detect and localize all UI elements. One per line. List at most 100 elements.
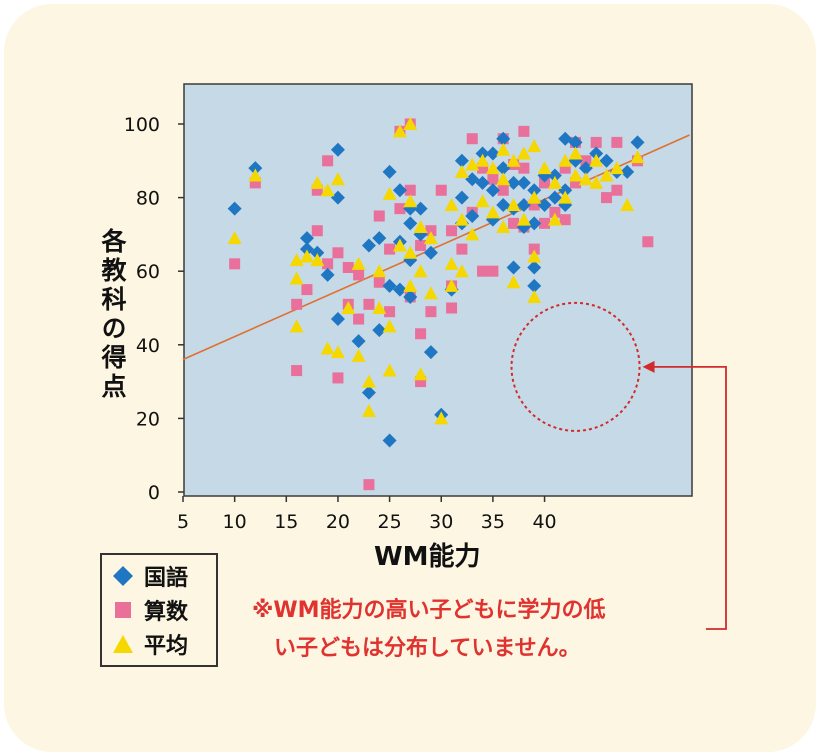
data-point-math xyxy=(384,306,396,318)
y-tick-label: 0 xyxy=(148,482,160,504)
triangle-icon xyxy=(113,635,133,653)
note-line-1: ※WM能力の高い子どもに学力の低 xyxy=(252,598,606,623)
data-point-average xyxy=(382,319,397,333)
data-point-japanese xyxy=(485,146,500,161)
data-point-average xyxy=(382,186,397,200)
data-point-average xyxy=(392,238,407,252)
data-point-average xyxy=(496,172,511,186)
data-point-average xyxy=(248,168,263,182)
data-point-japanese xyxy=(589,146,604,161)
y-tick-label: 40 xyxy=(136,335,160,357)
data-point-japanese xyxy=(454,190,469,205)
data-point-average xyxy=(382,363,397,377)
data-point-japanese xyxy=(465,172,480,187)
note-line-2: い子どもは分布していません。 xyxy=(274,636,581,661)
data-point-average xyxy=(578,172,593,186)
x-tick-label: 35 xyxy=(481,511,505,533)
data-point-japanese xyxy=(485,183,500,198)
data-point-average xyxy=(320,341,335,355)
x-tick-label: 5 xyxy=(177,511,189,533)
data-point-math xyxy=(528,243,540,255)
data-point-average xyxy=(330,345,345,359)
square-icon xyxy=(115,602,131,618)
data-point-math xyxy=(539,217,551,229)
data-point-average xyxy=(289,253,304,267)
data-point-japanese xyxy=(382,278,397,293)
data-point-math xyxy=(291,298,303,310)
data-point-math xyxy=(363,298,375,310)
legend-item-math: 算数 xyxy=(112,595,188,625)
data-point-japanese xyxy=(403,216,418,231)
data-point-math xyxy=(322,155,334,167)
x-tick-label: 20 xyxy=(326,511,350,533)
data-point-japanese xyxy=(403,289,418,304)
data-point-japanese xyxy=(506,260,521,275)
y-tick-label: 80 xyxy=(136,188,160,210)
data-point-japanese xyxy=(423,345,438,360)
data-point-average xyxy=(454,264,469,278)
data-point-math xyxy=(342,262,354,274)
data-point-average xyxy=(547,175,562,189)
data-point-average xyxy=(454,164,469,178)
data-point-average xyxy=(289,271,304,285)
data-point-japanese xyxy=(361,238,376,253)
data-point-math xyxy=(332,372,344,384)
data-point-japanese xyxy=(537,197,552,212)
data-point-math xyxy=(425,306,437,318)
data-point-average xyxy=(299,249,314,263)
y-tick-label: 100 xyxy=(124,114,160,136)
x-tick-label: 30 xyxy=(429,511,453,533)
data-point-math xyxy=(446,302,458,314)
data-point-japanese xyxy=(382,433,397,448)
data-point-average xyxy=(599,168,614,182)
data-point-japanese xyxy=(599,153,614,168)
data-point-japanese xyxy=(320,267,335,282)
data-point-average xyxy=(392,124,407,138)
data-point-average xyxy=(310,175,325,189)
data-point-math xyxy=(446,225,458,237)
data-point-math xyxy=(487,173,499,185)
data-point-japanese xyxy=(506,175,521,190)
y-axis-title: 各教科の得点 xyxy=(98,228,127,402)
data-point-math xyxy=(559,214,571,226)
data-point-average xyxy=(413,264,428,278)
data-point-japanese xyxy=(330,312,345,327)
x-tick-label: 40 xyxy=(532,511,556,533)
data-point-average xyxy=(310,253,325,267)
data-point-average xyxy=(454,212,469,226)
plot-area xyxy=(183,83,693,497)
data-point-math xyxy=(466,133,478,145)
data-point-average xyxy=(527,289,542,303)
data-point-average xyxy=(361,374,376,388)
data-point-average xyxy=(403,117,418,130)
data-point-average xyxy=(320,183,335,197)
data-point-average xyxy=(527,249,542,263)
data-point-math xyxy=(404,184,416,196)
data-point-average xyxy=(620,197,635,211)
data-point-math xyxy=(590,136,602,148)
data-point-math xyxy=(518,125,530,137)
data-point-average xyxy=(351,348,366,362)
data-point-math xyxy=(549,206,561,218)
data-point-math xyxy=(291,365,303,377)
data-point-average xyxy=(423,286,438,300)
data-point-math xyxy=(373,210,385,222)
data-point-japanese xyxy=(465,209,480,223)
legend: 国語 算数 平均 xyxy=(100,553,218,667)
data-point-japanese xyxy=(330,142,345,157)
data-point-average xyxy=(403,194,418,208)
data-point-japanese xyxy=(248,161,263,176)
y-tick-label: 20 xyxy=(136,408,160,430)
data-point-math xyxy=(373,276,385,288)
data-point-math xyxy=(415,328,427,340)
data-point-average xyxy=(372,301,387,314)
data-point-average xyxy=(465,157,480,171)
x-tick-label: 15 xyxy=(274,511,298,533)
data-point-japanese xyxy=(516,197,531,212)
data-point-math xyxy=(611,136,623,148)
data-point-average xyxy=(496,142,511,156)
data-point-math xyxy=(353,313,365,325)
data-point-average xyxy=(444,278,459,292)
data-point-japanese xyxy=(527,260,542,275)
